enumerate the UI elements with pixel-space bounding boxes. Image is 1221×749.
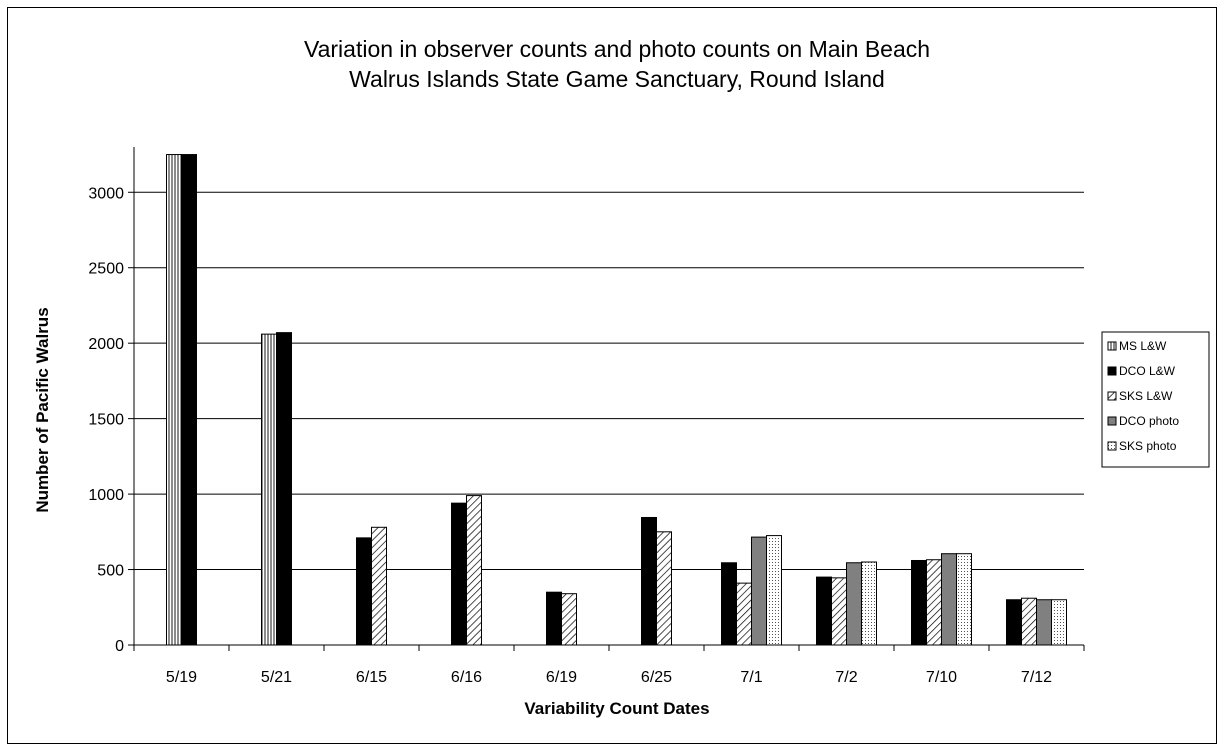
legend-box bbox=[1101, 331, 1210, 468]
x-tick-label: 6/19 bbox=[546, 669, 577, 686]
chart-title-line-1: Variation in observer counts and photo c… bbox=[304, 36, 930, 62]
legend-swatch bbox=[1107, 391, 1117, 401]
bar bbox=[451, 502, 467, 646]
bar bbox=[941, 553, 957, 646]
x-tick-label: 7/12 bbox=[1021, 669, 1052, 686]
x-tick-label: 6/16 bbox=[451, 669, 482, 686]
legend-label: MS L&W bbox=[1119, 339, 1167, 353]
x-tick-label: 5/19 bbox=[166, 669, 197, 686]
legend-swatch bbox=[1107, 441, 1117, 451]
chart-title-line-2: Walrus Islands State Game Sanctuary, Rou… bbox=[349, 66, 885, 92]
y-tick-label: 2500 bbox=[88, 261, 124, 278]
bar bbox=[736, 582, 752, 646]
bar bbox=[831, 577, 847, 646]
bars bbox=[166, 154, 1067, 646]
y-tick-label: 500 bbox=[97, 563, 124, 580]
bar bbox=[1051, 599, 1067, 646]
legend-swatch bbox=[1107, 416, 1117, 426]
x-tick-label: 7/10 bbox=[926, 669, 957, 686]
bar bbox=[181, 154, 197, 646]
y-axis: 0 500 1000 1500 2000 2500 3000 bbox=[88, 147, 135, 655]
legend-label: SKS photo bbox=[1119, 439, 1177, 453]
legend-label: SKS L&W bbox=[1119, 389, 1173, 403]
x-tick-label: 6/25 bbox=[641, 669, 672, 686]
bar bbox=[861, 561, 877, 646]
bar bbox=[1006, 599, 1022, 646]
bar bbox=[356, 537, 372, 646]
bar bbox=[561, 593, 577, 646]
x-tick-label: 5/21 bbox=[261, 669, 292, 686]
legend: MS L&W DCO L&W SKS L&W DCO photo SKS photo bbox=[1101, 331, 1210, 468]
bar bbox=[1036, 599, 1052, 646]
bar bbox=[546, 591, 562, 646]
bar bbox=[166, 154, 182, 646]
legend-swatch bbox=[1107, 366, 1117, 376]
legend-label: DCO photo bbox=[1119, 414, 1179, 428]
bar bbox=[1021, 597, 1037, 646]
bar bbox=[276, 332, 292, 646]
bar bbox=[641, 516, 657, 646]
y-tick-label: 2000 bbox=[88, 336, 124, 353]
legend-swatch bbox=[1107, 341, 1117, 351]
bar bbox=[656, 531, 672, 646]
x-tick-label: 6/15 bbox=[356, 669, 387, 686]
bar bbox=[926, 559, 942, 646]
y-tick-label: 0 bbox=[115, 638, 124, 655]
y-tick-label: 1500 bbox=[88, 412, 124, 429]
x-tick-label: 7/1 bbox=[740, 669, 762, 686]
bar bbox=[261, 333, 277, 646]
bar bbox=[751, 536, 767, 646]
x-axis-label: Variability Count Dates bbox=[524, 699, 709, 718]
bar bbox=[371, 526, 387, 646]
bar bbox=[766, 535, 782, 646]
y-axis-label: Number of Pacific Walrus bbox=[33, 307, 52, 512]
bar bbox=[956, 553, 972, 646]
x-axis: 5/19 5/21 6/15 6/16 6/19 6/25 7/1 7/2 7/10 7/12 bbox=[128, 644, 1085, 686]
y-tick-label: 3000 bbox=[88, 185, 124, 202]
bar bbox=[816, 576, 832, 646]
bar bbox=[846, 562, 862, 646]
y-tick-label: 1000 bbox=[88, 487, 124, 504]
bar bbox=[721, 562, 737, 646]
bar bbox=[911, 559, 927, 646]
bar bbox=[466, 495, 482, 646]
legend-label: DCO L&W bbox=[1119, 364, 1176, 378]
x-tick-label: 7/2 bbox=[835, 669, 857, 686]
